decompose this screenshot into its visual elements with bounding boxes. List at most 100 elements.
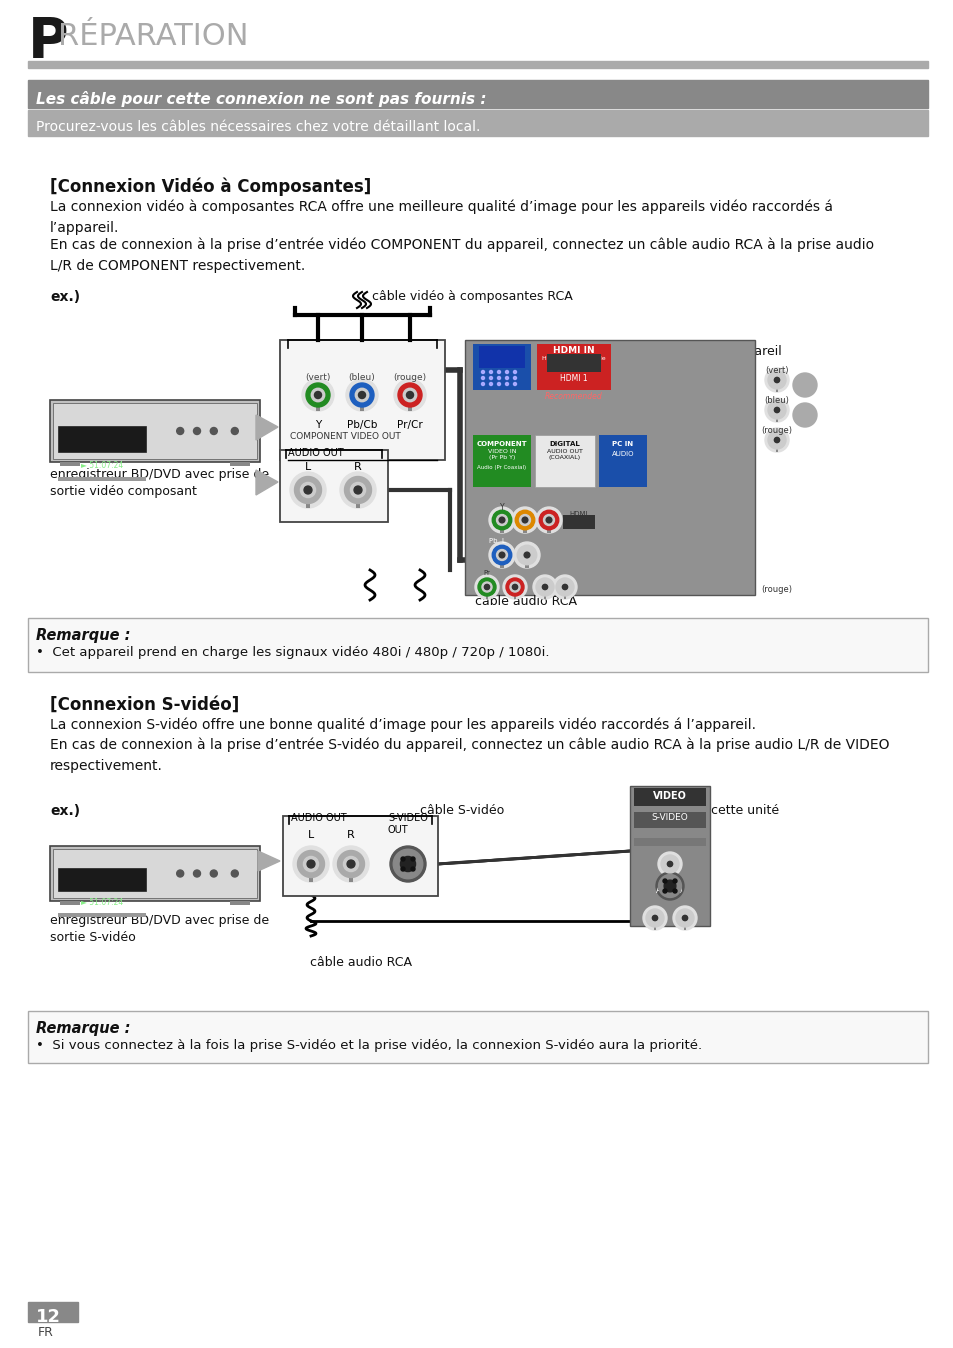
- Text: COMPONENT: COMPONENT: [476, 441, 527, 448]
- Text: [Connexion Vidéo à Composantes]: [Connexion Vidéo à Composantes]: [50, 178, 371, 197]
- Circle shape: [475, 576, 498, 599]
- Text: P: P: [28, 15, 69, 69]
- Circle shape: [304, 487, 312, 493]
- Circle shape: [393, 849, 422, 879]
- Circle shape: [771, 404, 781, 415]
- Circle shape: [350, 383, 374, 407]
- Circle shape: [411, 867, 415, 871]
- Circle shape: [481, 383, 484, 386]
- Circle shape: [303, 856, 318, 872]
- Circle shape: [307, 860, 314, 868]
- Circle shape: [489, 376, 492, 380]
- Circle shape: [231, 869, 238, 878]
- Text: câble S-vidéo: câble S-vidéo: [419, 803, 504, 817]
- Text: câble vidéo à composantes RCA: câble vidéo à composantes RCA: [372, 290, 572, 303]
- Circle shape: [344, 476, 371, 504]
- Text: (rouge): (rouge): [393, 373, 426, 381]
- Circle shape: [536, 578, 554, 596]
- Circle shape: [489, 542, 515, 568]
- Bar: [513, 596, 516, 599]
- Bar: [283, 816, 437, 896]
- Text: R: R: [347, 830, 355, 840]
- Bar: [28, 61, 927, 67]
- Bar: [58, 868, 146, 891]
- Text: En cas de connexion à la prise d’entrée S-vidéo du appareil, connectez un câble : En cas de connexion à la prise d’entrée …: [50, 737, 888, 772]
- Bar: [60, 462, 80, 466]
- Bar: [473, 435, 531, 487]
- Text: HDMI IN Compatible: HDMI IN Compatible: [541, 356, 605, 361]
- Circle shape: [477, 578, 496, 596]
- Circle shape: [658, 875, 680, 898]
- Text: La connexion S-vidéo offre une bonne qualité d’image pour les appareils vidéo ra: La connexion S-vidéo offre une bonne qua…: [50, 718, 755, 732]
- Circle shape: [333, 847, 369, 882]
- Bar: [546, 355, 600, 372]
- Circle shape: [297, 851, 324, 878]
- Bar: [230, 462, 250, 466]
- Circle shape: [397, 383, 421, 407]
- Circle shape: [792, 403, 816, 427]
- Text: enregistreur BD/DVD avec prise de
sortie vidéo composant: enregistreur BD/DVD avec prise de sortie…: [50, 468, 269, 497]
- Circle shape: [672, 906, 697, 930]
- Circle shape: [667, 861, 672, 867]
- Circle shape: [543, 515, 554, 526]
- Circle shape: [176, 869, 184, 878]
- Bar: [543, 596, 546, 599]
- Bar: [500, 563, 503, 568]
- Bar: [53, 403, 256, 460]
- Circle shape: [300, 483, 315, 497]
- Bar: [408, 406, 412, 411]
- Circle shape: [771, 435, 781, 445]
- Bar: [523, 530, 526, 532]
- Bar: [775, 449, 778, 452]
- Bar: [355, 503, 360, 508]
- Circle shape: [496, 515, 507, 526]
- Circle shape: [672, 879, 677, 883]
- Bar: [485, 596, 488, 599]
- Circle shape: [774, 407, 779, 412]
- Text: Y: Y: [314, 421, 321, 430]
- Circle shape: [394, 379, 426, 411]
- Circle shape: [210, 427, 217, 434]
- Circle shape: [210, 869, 217, 878]
- Bar: [58, 913, 146, 917]
- Circle shape: [649, 913, 659, 923]
- Circle shape: [664, 859, 675, 869]
- Circle shape: [672, 888, 677, 892]
- Circle shape: [517, 545, 537, 565]
- Circle shape: [771, 375, 781, 386]
- Circle shape: [354, 487, 361, 493]
- Text: [Connexion S-vidéo]: [Connexion S-vidéo]: [50, 696, 239, 714]
- Circle shape: [492, 545, 511, 565]
- Bar: [58, 477, 146, 481]
- Text: câble audio RCA: câble audio RCA: [475, 594, 577, 608]
- Circle shape: [515, 511, 535, 530]
- Polygon shape: [257, 851, 280, 871]
- Circle shape: [764, 429, 788, 452]
- Circle shape: [498, 518, 504, 523]
- Circle shape: [539, 582, 550, 592]
- Bar: [634, 789, 705, 806]
- Text: Y: Y: [499, 503, 504, 512]
- Circle shape: [767, 400, 785, 419]
- Circle shape: [400, 867, 405, 871]
- Circle shape: [492, 511, 511, 530]
- Bar: [634, 884, 705, 898]
- Text: L: L: [308, 830, 314, 840]
- Circle shape: [498, 553, 504, 558]
- Circle shape: [347, 860, 355, 868]
- Text: enregistreur BD/DVD avec prise de
sortie S-vidéo: enregistreur BD/DVD avec prise de sortie…: [50, 914, 269, 944]
- Circle shape: [489, 371, 492, 373]
- Text: HDMI IN: HDMI IN: [553, 346, 594, 355]
- Bar: [537, 344, 610, 390]
- Circle shape: [346, 379, 377, 411]
- Bar: [464, 340, 754, 594]
- Circle shape: [176, 427, 184, 434]
- Bar: [359, 406, 363, 411]
- Text: En cas de connexion à la prise d’entrée vidéo COMPONENT du appareil, connectez u: En cas de connexion à la prise d’entrée …: [50, 239, 873, 272]
- Circle shape: [497, 383, 500, 386]
- Text: (rouge): (rouge): [760, 426, 792, 435]
- Text: •  Si vous connectez à la fois la prise S-vidéo et la prise vidéo, la connexion : • Si vous connectez à la fois la prise S…: [36, 1039, 701, 1051]
- Bar: [634, 838, 705, 847]
- Text: câble audio RCA: câble audio RCA: [310, 956, 412, 969]
- Text: (bleu): (bleu): [348, 373, 375, 381]
